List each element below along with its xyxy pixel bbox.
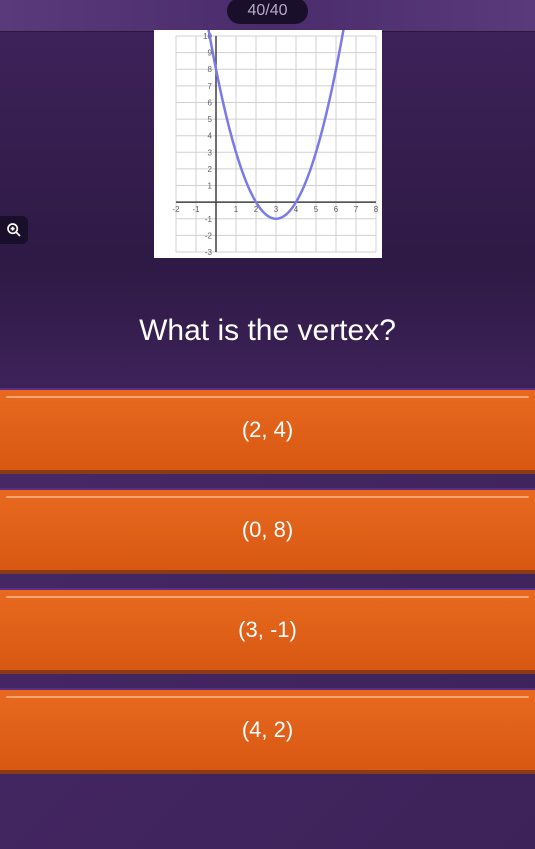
svg-text:7: 7 (353, 205, 358, 214)
answer-label: (2, 4) (242, 417, 293, 443)
svg-text:5: 5 (313, 205, 318, 214)
answer-option-2[interactable]: (3, -1) (0, 588, 535, 674)
answer-label: (4, 2) (242, 717, 293, 743)
svg-text:-1: -1 (204, 215, 212, 224)
image-section: -2-112345678-3-2-112345678910 (0, 32, 535, 264)
svg-text:1: 1 (207, 182, 212, 191)
svg-text:8: 8 (207, 65, 212, 74)
answer-option-3[interactable]: (4, 2) (0, 688, 535, 774)
parabola-chart: -2-112345678-3-2-112345678910 (154, 30, 382, 258)
question-section: What is the vertex? (0, 264, 535, 388)
svg-text:3: 3 (273, 205, 278, 214)
svg-text:8: 8 (373, 205, 378, 214)
zoom-in-icon (6, 222, 22, 238)
svg-text:6: 6 (333, 205, 338, 214)
svg-text:-3: -3 (204, 248, 212, 257)
answer-label: (0, 8) (242, 517, 293, 543)
answers-container: (2, 4) (0, 8) (3, -1) (4, 2) (0, 388, 535, 788)
chart-svg: -2-112345678-3-2-112345678910 (154, 30, 382, 258)
zoom-button[interactable] (0, 216, 28, 244)
svg-text:6: 6 (207, 98, 212, 107)
top-bar: 40/40 (0, 0, 535, 32)
answer-option-0[interactable]: (2, 4) (0, 388, 535, 474)
svg-text:-1: -1 (192, 205, 200, 214)
svg-text:3: 3 (207, 148, 212, 157)
svg-text:-2: -2 (204, 231, 212, 240)
svg-text:-2: -2 (172, 205, 180, 214)
answer-label: (3, -1) (238, 617, 297, 643)
svg-text:2: 2 (207, 165, 212, 174)
svg-text:4: 4 (207, 132, 212, 141)
answer-option-1[interactable]: (0, 8) (0, 488, 535, 574)
question-text: What is the vertex? (20, 314, 515, 348)
question-counter: 40/40 (227, 0, 307, 24)
svg-text:7: 7 (207, 82, 212, 91)
svg-text:1: 1 (233, 205, 238, 214)
svg-text:5: 5 (207, 115, 212, 124)
